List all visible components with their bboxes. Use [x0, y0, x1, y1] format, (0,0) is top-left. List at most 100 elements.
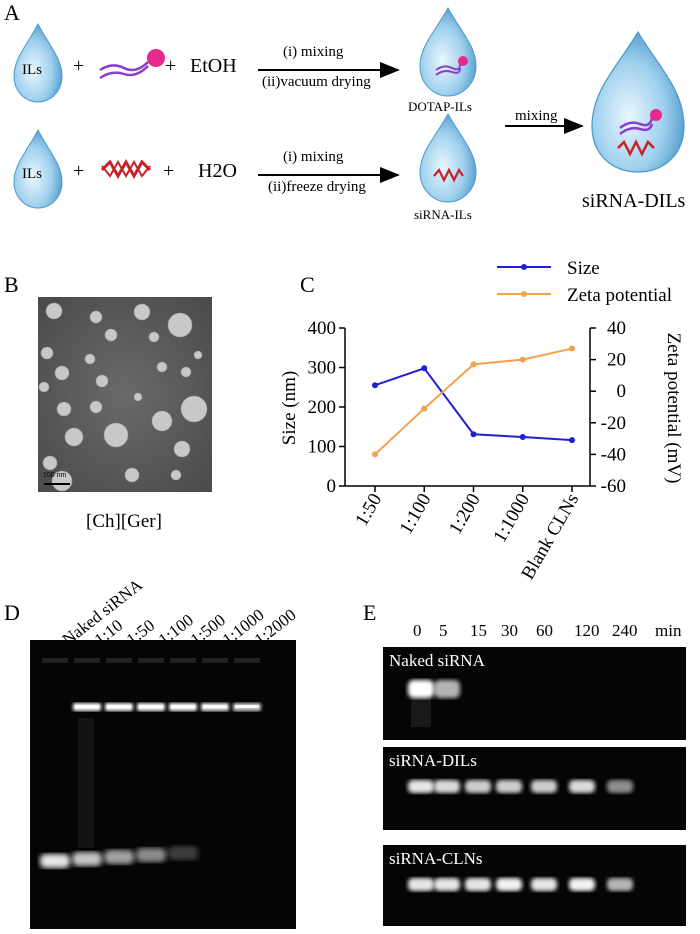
time-label: 30 — [501, 621, 518, 640]
drop-ils-row1 — [13, 22, 63, 103]
time-label: 5 — [439, 621, 448, 640]
gel-e-dils-band — [496, 780, 522, 793]
gel-e-naked-band — [408, 680, 434, 698]
gel-e-clns-label: siRNA-CLNs — [389, 849, 483, 868]
time-label: 120 — [574, 621, 600, 640]
data-point-size — [519, 434, 526, 441]
gel-e-naked-bands — [408, 680, 460, 727]
drop-ils-row2 — [13, 128, 63, 209]
gel-e-clns-bands — [408, 878, 633, 891]
final-product-label: siRNA-DILs — [582, 190, 686, 212]
gel-e-naked: Naked siRNA — [383, 647, 686, 740]
time-unit-label: min — [655, 621, 682, 640]
data-point-zeta — [569, 345, 575, 352]
gel-d-well — [74, 658, 100, 663]
x-tick-label: 1:100 — [396, 490, 436, 538]
gel-e-dils-band — [531, 780, 557, 793]
y-tick-label: 300 — [308, 358, 337, 379]
y-tick-label: 100 — [308, 437, 337, 458]
data-point-size — [372, 382, 378, 389]
legend-zeta-marker — [521, 291, 527, 297]
time-label: 60 — [536, 621, 553, 640]
plus-1: + — [73, 55, 85, 77]
data-point-zeta — [421, 405, 428, 412]
gel-d-well — [234, 658, 260, 663]
row2-step1: (i) mixing — [283, 149, 344, 165]
gel-d-well — [202, 658, 228, 663]
gel-e-naked-label: Naked siRNA — [389, 651, 485, 670]
gel-d-complex-band-core — [75, 705, 99, 708]
gel-d-bands — [40, 658, 261, 868]
y-tick-label: 200 — [308, 397, 337, 418]
y-right-tick-label: 0 — [617, 381, 627, 402]
gel-d-complex-band-core — [139, 705, 163, 708]
drop-dotap-ils — [419, 6, 477, 97]
solvent-etoh: EtOH — [190, 55, 237, 77]
gel-d-well — [170, 658, 196, 663]
panel-e-letter: E — [363, 600, 377, 625]
panel-a-letter: A — [4, 0, 20, 25]
sirna-icon — [100, 158, 152, 180]
gel-d-complex-band-core — [203, 705, 227, 708]
gel-e-clns-band — [408, 878, 434, 891]
data-point-zeta — [519, 356, 526, 363]
gel-d-well — [42, 658, 68, 663]
plus-3: + — [73, 160, 85, 182]
x-tick-label: 1:200 — [445, 490, 485, 538]
final-step-label: mixing — [515, 108, 558, 124]
plus-4: + — [163, 160, 175, 182]
legend-zeta-label: Zeta potential — [567, 285, 672, 306]
x-tick-label: 1:1000 — [490, 490, 535, 546]
gel-e-dils-band — [408, 780, 434, 793]
gel-e-naked-smear — [411, 697, 431, 727]
gel-e-naked-band — [434, 680, 460, 698]
y-tick-label: 0 — [327, 476, 337, 497]
plus-2: + — [165, 55, 177, 77]
gel-e-dils-band — [434, 780, 460, 793]
series-line-size — [374, 367, 573, 442]
y-right-tick-label: 20 — [607, 350, 626, 371]
gel-d-sirna-band — [168, 846, 198, 860]
gel-d — [30, 640, 296, 929]
time-label: 0 — [413, 621, 422, 640]
legend-size-marker — [521, 264, 527, 270]
time-axis: 0 5 15 30 60 120 240 min — [385, 621, 700, 645]
gel-d-sirna-band — [40, 854, 70, 868]
gel-d-complex-band-core — [235, 705, 259, 708]
gel-e-clns: siRNA-CLNs — [383, 845, 686, 926]
gel-d-lane-labels: Naked siRNA1:101:501:1001:5001:10001:200… — [59, 575, 300, 648]
drop-label-row2: ILs — [22, 166, 42, 182]
y-tick-label: 400 — [308, 318, 337, 339]
y-axis-right-title: Zeta potential (mV) — [663, 333, 684, 484]
drop-sirna-dils — [591, 30, 685, 173]
data-point-zeta — [470, 361, 477, 368]
gel-d-sirna-band — [104, 850, 134, 864]
gel-d-sirna-band — [72, 852, 102, 866]
gel-e-dils-band — [607, 780, 633, 793]
gel-e-clns-band — [531, 878, 557, 891]
data-point-size — [569, 437, 575, 444]
y-right-tick-label: 40 — [607, 318, 626, 339]
row2-step2: (ii)freeze drying — [268, 179, 366, 195]
scale-bar-label: 100 nm — [43, 472, 67, 479]
panel-b-letter: B — [4, 272, 19, 297]
solvent-h2o: H2O — [198, 160, 237, 182]
gel-e-clns-band — [434, 878, 460, 891]
gel-e-dils-band — [465, 780, 491, 793]
legend-size-label: Size — [567, 258, 600, 279]
gel-e-clns-band — [465, 878, 491, 891]
x-tick-label: 1:50 — [351, 490, 386, 530]
gel-e-dils: siRNA-DILs — [383, 747, 686, 830]
size-zeta-chart: Size Zeta potential Size (nm) Zeta poten… — [279, 258, 684, 583]
gel-d-smear — [78, 718, 94, 848]
panel-a-scheme — [13, 6, 685, 209]
gel-e-clns-band — [607, 878, 633, 891]
time-label: 240 — [612, 621, 638, 640]
gel-e-clns-band — [569, 878, 595, 891]
gel-e-dils-label: siRNA-DILs — [389, 751, 477, 770]
gel-d-well — [106, 658, 132, 663]
drop-label-row1: ILs — [22, 62, 42, 78]
data-point-zeta — [372, 451, 378, 458]
row1-step1: (i) mixing — [283, 44, 344, 60]
tem-caption: [Ch][Ger] — [86, 511, 162, 532]
